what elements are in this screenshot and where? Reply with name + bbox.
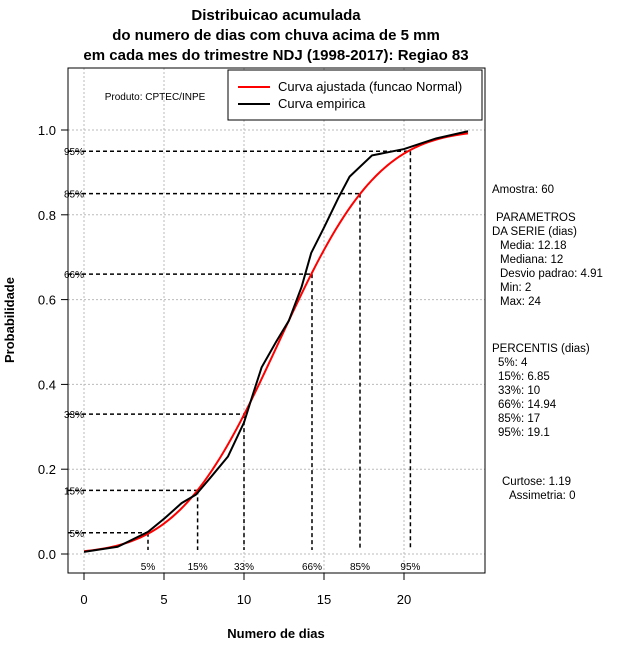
percentile-x-label: 66% [302,562,322,573]
percentile-x-label: 85% [350,562,370,573]
percentile-x-label: 95% [400,562,420,573]
title-line-3: em cada mes do trimestre NDJ (1998-2017)… [83,47,468,64]
title-line-1: Distribuicao acumulada [191,7,361,24]
param-desvio: Desvio padrao: 4.91 [500,268,603,280]
side-panel: Amostra: 60 PARAMETROS DA SERIE (dias) M… [492,184,603,502]
x-tick-label: 10 [237,592,251,607]
percentil-5: 5%: 4 [498,357,528,369]
percentile-y-label: 33% [64,410,84,421]
x-tick-label: 0 [80,592,87,607]
fitted-normal-curve [83,132,469,553]
percentis-title: PERCENTIS (dias) [492,343,590,355]
x-tick-label: 5 [160,592,167,607]
y-tick-label: 0.8 [38,208,56,223]
y-tick-label: 0.4 [38,377,56,392]
percentil-95: 95%: 19.1 [498,427,550,439]
empirical-curve [83,130,469,553]
curves [83,130,469,553]
curtose: Curtose: 1.19 [502,476,571,488]
x-tick-label: 15 [317,592,331,607]
grid [68,68,485,573]
y-tick-label: 0.2 [38,462,56,477]
percentile-x-label: 5% [141,562,156,573]
x-tick-label: 20 [397,592,411,607]
sample-size: Amostra: 60 [492,184,554,196]
x-axis-label: Numero de dias [227,626,325,641]
param-mediana: Mediana: 12 [500,254,563,266]
params-title-2: DA SERIE (dias) [492,226,577,238]
y-tick-label: 0.0 [38,547,56,562]
legend-fitted: Curva ajustada (funcao Normal) [278,79,462,94]
percentile-x-label: 15% [188,562,208,573]
title-line-2: do numero de dias com chuva acima de 5 m… [112,27,440,44]
legend-box [227,69,483,121]
assimetria: Assimetria: 0 [509,490,575,502]
y-axis-label: Probabilidade [2,277,17,363]
param-min: Min: 2 [500,282,531,294]
legend-empirical: Curva empirica [278,96,366,111]
percentil-15: 15%: 6.85 [498,371,550,383]
percentile-y-label: 5% [70,529,85,540]
y-tick-label: 1.0 [38,123,56,138]
axes: 0 5 10 15 20 0.0 0.2 0.4 0.6 0.8 1.0 [38,123,411,607]
percentil-66: 66%: 14.94 [498,399,557,411]
product-annotation: Produto: CPTEC/INPE [105,92,206,103]
percentil-85: 85%: 17 [498,413,540,425]
y-tick-label: 0.6 [38,293,56,308]
params-title-1: PARAMETROS [496,212,576,224]
percentile-y-label: 66% [64,270,84,281]
percentil-33: 33%: 10 [498,385,540,397]
percentile-y-label: 15% [64,486,84,497]
percentile-lines: 5% 5% 15% 15% 33% 33% 66% 66% 85% 85% 95% 95% [64,147,421,573]
param-max: Max: 24 [500,296,542,308]
percentile-y-label: 95% [64,147,84,158]
plot-frame [67,67,486,574]
percentile-x-label: 33% [234,562,254,573]
param-media: Media: 12.18 [500,240,567,252]
legend: Curva ajustada (funcao Normal) Curva emp… [227,69,483,121]
percentile-y-label: 85% [64,190,84,201]
